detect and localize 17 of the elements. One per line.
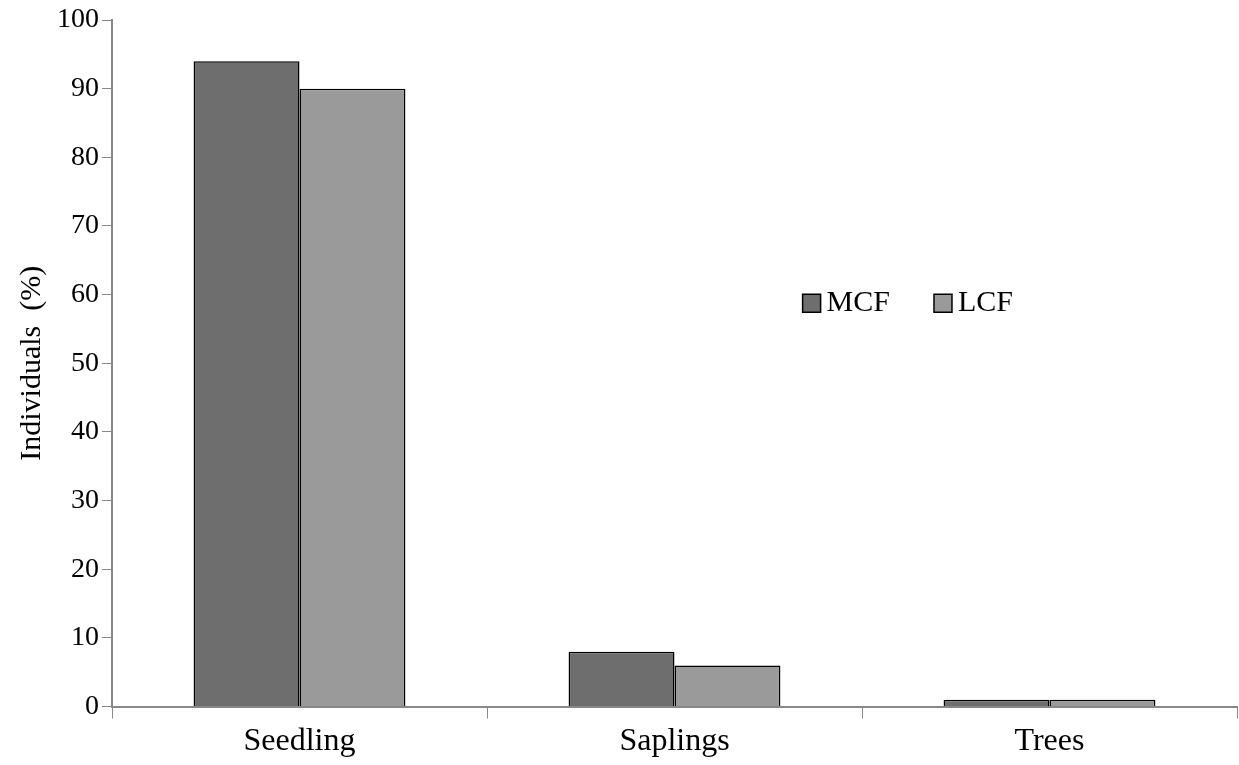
y-tick-label: 60	[71, 277, 99, 308]
y-tick-label: 90	[71, 71, 99, 103]
legend-label: LCF	[957, 284, 1014, 318]
y-tick-label: 50	[71, 345, 99, 377]
x-tick-label: Trees	[1014, 721, 1085, 758]
x-tick-label: Saplings	[619, 721, 730, 758]
y-tick-label: 20	[71, 551, 99, 583]
y-tick-label: 70	[71, 208, 99, 240]
y-tick-label: 10	[71, 620, 99, 652]
y-tick-label: 100	[57, 2, 99, 34]
y-tick-label: 30	[71, 482, 99, 514]
y-axis-title: Individuals (%)	[12, 265, 47, 461]
y-tick-label: 0	[85, 688, 99, 720]
legend-label: MCF	[826, 284, 890, 318]
y-tick-label: 40	[71, 414, 99, 446]
y-tick-label: 80	[71, 139, 99, 171]
x-tick-label: Seedling	[243, 721, 356, 758]
